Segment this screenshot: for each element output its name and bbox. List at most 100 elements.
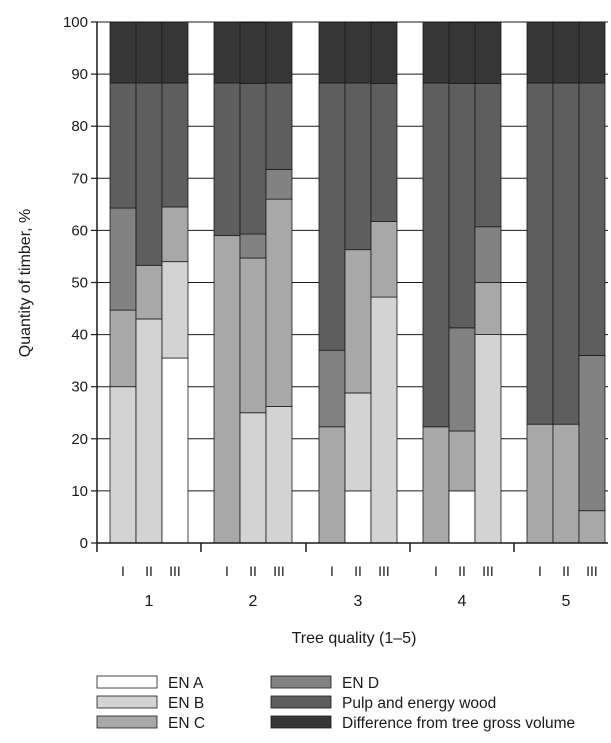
- legend-label: EN A: [168, 675, 204, 692]
- x-subcategory-label: III: [482, 563, 494, 579]
- bar-segment: [135, 82, 163, 266]
- bar-segment: [109, 82, 137, 209]
- bar-segment: [265, 82, 293, 170]
- bar-segment: [422, 82, 450, 428]
- bar-segment: [239, 257, 267, 414]
- bar-segment: [474, 22, 502, 84]
- y-tick-label: 40: [71, 327, 88, 344]
- bar-segment: [578, 510, 606, 544]
- bar-segment: [318, 21, 346, 84]
- bar-segment: [161, 261, 189, 359]
- bar-segment: [422, 426, 450, 544]
- legend-label: EN D: [342, 675, 379, 692]
- x-subcategory-label: III: [378, 563, 390, 579]
- axes: [91, 21, 608, 552]
- x-group-label: 4: [458, 593, 467, 610]
- x-subcategory-label: I: [121, 563, 125, 579]
- x-subcategory-label: I: [330, 563, 334, 579]
- bar-segment: [344, 249, 372, 394]
- bar-segment: [344, 490, 372, 544]
- y-tick-label: 50: [71, 275, 88, 292]
- y-tick-label: 80: [71, 118, 88, 135]
- x-group-label: 5: [562, 593, 571, 610]
- y-tick-label: 90: [71, 66, 88, 83]
- x-subcategory-label: II: [458, 563, 466, 579]
- x-group-label: 3: [354, 593, 363, 610]
- bar-segment: [474, 282, 502, 335]
- legend-swatch: [270, 715, 332, 729]
- bar-segment: [109, 309, 137, 388]
- bar-segment: [265, 169, 293, 200]
- bar-segment: [239, 83, 267, 235]
- x-subcategory-label: II: [249, 563, 257, 579]
- bar-segment: [239, 412, 267, 544]
- x-subcategory-label: I: [434, 563, 438, 579]
- bar-segment: [370, 221, 398, 298]
- bar-segment: [448, 83, 476, 329]
- bar-segment: [526, 21, 554, 84]
- x-subcategory-label: III: [169, 563, 181, 579]
- bar-segment: [135, 264, 163, 320]
- y-tick-label: 70: [71, 170, 88, 187]
- legend-swatch: [270, 675, 332, 689]
- bar-segment: [161, 21, 189, 84]
- y-axis-label: Quantity of timber, %: [17, 209, 34, 358]
- bar-segment: [109, 21, 137, 84]
- y-tick-label: 0: [80, 535, 88, 552]
- bar-segment: [448, 490, 476, 544]
- bar-segment: [161, 206, 189, 263]
- bar-segment: [370, 296, 398, 544]
- bar-segment: [552, 82, 580, 425]
- x-group-label: 1: [145, 593, 154, 610]
- bar-segment: [213, 82, 241, 237]
- bar-segment: [265, 21, 293, 84]
- y-tick-label: 10: [71, 483, 88, 500]
- bar-segment: [448, 327, 476, 432]
- y-tick-label: 100: [63, 14, 88, 31]
- legend-swatch: [96, 715, 158, 729]
- bar-stacks: [109, 21, 606, 544]
- bar-segment: [318, 82, 346, 351]
- legend-swatch: [96, 675, 158, 689]
- bar-segment: [578, 355, 606, 512]
- bar-segment: [344, 82, 372, 251]
- legend: EN A EN B EN C EN D Pulp and energy wood Diff…: [96, 675, 575, 732]
- bar-segment: [422, 21, 450, 84]
- x-subcategory-label: I: [225, 563, 229, 579]
- bar-segment: [474, 83, 502, 228]
- bar-segment: [474, 334, 502, 544]
- bar-segment: [239, 233, 267, 259]
- legend-swatch: [270, 695, 332, 709]
- x-group-label: 2: [249, 593, 258, 610]
- bar-segment: [448, 430, 476, 492]
- x-subcategory-label: III: [273, 563, 285, 579]
- bar-segment: [161, 357, 189, 544]
- legend-swatch: [96, 695, 158, 709]
- x-subcategory-label: II: [354, 563, 362, 579]
- bar-segment: [318, 349, 346, 428]
- bar-segment: [370, 83, 398, 222]
- legend-label: Pulp and energy wood: [342, 695, 496, 712]
- x-axis-label: Tree quality (1–5): [292, 630, 417, 647]
- bar-segment: [213, 21, 241, 84]
- x-subcategory-label: III: [586, 563, 598, 579]
- legend-label: EN C: [168, 715, 205, 732]
- bar-segment: [109, 207, 137, 311]
- bar-segment: [344, 392, 372, 492]
- bar-segment: [526, 423, 554, 544]
- x-subcategory-label: II: [562, 563, 570, 579]
- bar-segment: [526, 82, 554, 425]
- bar-segment: [474, 226, 502, 283]
- bar-segment: [213, 235, 241, 544]
- bar-segment: [578, 21, 606, 84]
- bar-segment: [239, 22, 267, 84]
- bar-segment: [344, 21, 372, 84]
- bar-segment: [135, 21, 163, 84]
- bar-segment: [265, 406, 293, 544]
- bar-segment: [552, 21, 580, 84]
- bar-segment: [265, 198, 293, 407]
- bar-segment: [448, 22, 476, 84]
- legend-label: EN B: [168, 695, 204, 712]
- y-tick-label: 30: [71, 379, 88, 396]
